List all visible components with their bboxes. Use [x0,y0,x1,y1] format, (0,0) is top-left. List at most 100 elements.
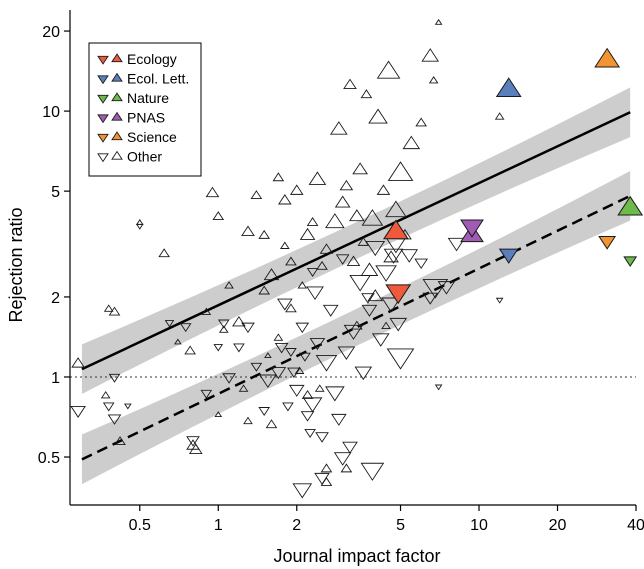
other-point-down [400,249,419,263]
other-point-up [108,306,121,316]
other-point-down [335,254,350,265]
other-point-down [361,293,375,304]
other-point-down [331,413,347,426]
point-ecologyup [382,219,409,240]
other-point-down [179,323,192,333]
other-point-up [158,248,170,258]
other-point-down [270,367,287,380]
x-tick-label: 1 [214,517,223,534]
other-point-up [273,333,284,341]
other-point-down [222,373,236,384]
other-point-down [342,441,358,454]
other-point-down [259,374,277,389]
point-sciencedown [598,236,617,250]
other-point-down [371,333,390,347]
other-point-down [102,402,115,412]
legend-label: Nature [127,90,169,106]
other-point-down [282,402,294,412]
other-point-up [272,172,285,182]
legend-box [88,42,202,177]
other-point-down [360,462,385,481]
other-point-up [285,303,297,313]
other-point-up [415,117,428,127]
other-point-down [447,237,466,252]
other-point-up [343,78,357,90]
other-point-up [306,217,319,226]
other-point-down [361,304,378,317]
other-point-up [402,135,421,150]
other-point-up [100,390,111,399]
other-point-up [297,281,308,289]
legend-marker-up [111,150,123,160]
other-point-up [494,112,505,120]
other-point-up [114,436,126,446]
other-point-up [340,463,353,473]
other-point-down [135,223,144,230]
other-point-down [495,297,504,304]
other-point-down [434,384,443,391]
other-point-down [299,352,311,362]
other-point-down [276,298,293,311]
legend-label: Science [127,129,177,145]
point-ecologydown [385,284,412,305]
other-point-up [279,241,290,249]
point-ecol-lett-down [498,248,519,264]
other-point-up [258,285,271,295]
other-point-up [250,190,263,199]
other-point-down [354,366,373,381]
other-point-down [383,248,404,264]
other-points [70,18,505,499]
point-naturedown [623,256,638,268]
fit-lines [81,111,631,461]
x-tick-label: 0.5 [129,517,151,534]
other-point-down [337,346,356,360]
other-point-up [316,260,328,270]
other-point-up [339,179,354,191]
other-point-down [381,297,401,313]
other-point-up [243,416,253,425]
other-point-up [434,18,443,25]
other-point-down [285,348,297,357]
other-point-down [386,348,415,370]
other-point-down [315,354,338,372]
legend-marker-up [111,72,123,82]
legend-label: Ecology [127,51,177,67]
x-tick-label: 5 [396,517,405,534]
legend-marker-up [111,53,123,63]
other-point-up [184,345,196,355]
other-point-up [361,209,384,226]
other-point-down [414,258,429,270]
y-tick-label: 5 [51,184,60,201]
legend-label: Other [127,149,162,165]
other-point-down [164,320,175,328]
legend-marker-up [111,92,123,102]
other-point-down [241,322,255,334]
other-point-down [315,432,329,443]
other-point-down [300,411,315,422]
other-point-up [325,213,345,229]
other-point-up [71,357,85,368]
other-point-down [325,386,345,402]
other-point-up [265,419,278,429]
other-point-up [285,256,297,266]
other-point-up [352,162,368,175]
other-point-down [422,292,439,305]
other-point-up [103,304,114,312]
other-point-down [343,324,364,340]
legend-marker-down [97,114,109,124]
other-point-down [292,483,313,499]
legend-marker-down [97,153,109,163]
y-tick-label: 1 [51,370,60,387]
other-point-up [381,321,391,329]
y-axis-label: Rejection ratio [6,207,26,322]
other-point-up [299,227,316,240]
x-tick-label: 20 [549,517,567,534]
x-tick-label: 10 [470,517,488,534]
highlighted-points [382,47,644,305]
other-point-down [349,274,371,292]
other-point-down [108,373,121,383]
other-point-down [288,384,305,397]
legend-label: PNAS [127,110,165,126]
other-point-down [309,338,326,351]
other-point-up [264,352,272,358]
